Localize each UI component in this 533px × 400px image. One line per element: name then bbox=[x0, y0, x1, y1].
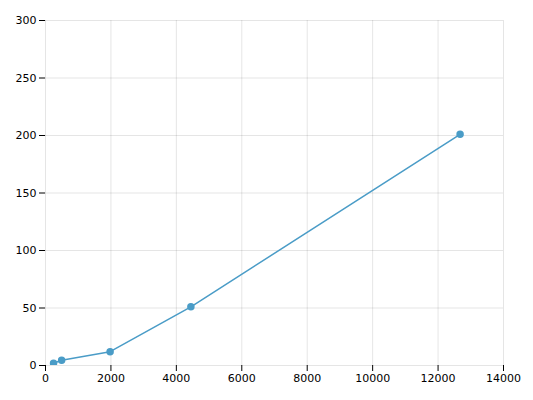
svg-text:12000: 12000 bbox=[421, 372, 456, 385]
svg-text:8000: 8000 bbox=[293, 372, 321, 385]
svg-text:4000: 4000 bbox=[162, 372, 190, 385]
svg-text:200: 200 bbox=[16, 129, 37, 142]
svg-text:0: 0 bbox=[42, 372, 49, 385]
svg-text:250: 250 bbox=[16, 72, 37, 85]
svg-text:0: 0 bbox=[30, 359, 37, 372]
svg-text:50: 50 bbox=[23, 302, 37, 315]
svg-text:10000: 10000 bbox=[355, 372, 390, 385]
svg-text:100: 100 bbox=[16, 244, 37, 257]
svg-text:150: 150 bbox=[16, 187, 37, 200]
svg-text:2000: 2000 bbox=[97, 372, 125, 385]
svg-text:300: 300 bbox=[16, 14, 37, 27]
svg-text:14000: 14000 bbox=[486, 372, 521, 385]
svg-text:6000: 6000 bbox=[228, 372, 256, 385]
